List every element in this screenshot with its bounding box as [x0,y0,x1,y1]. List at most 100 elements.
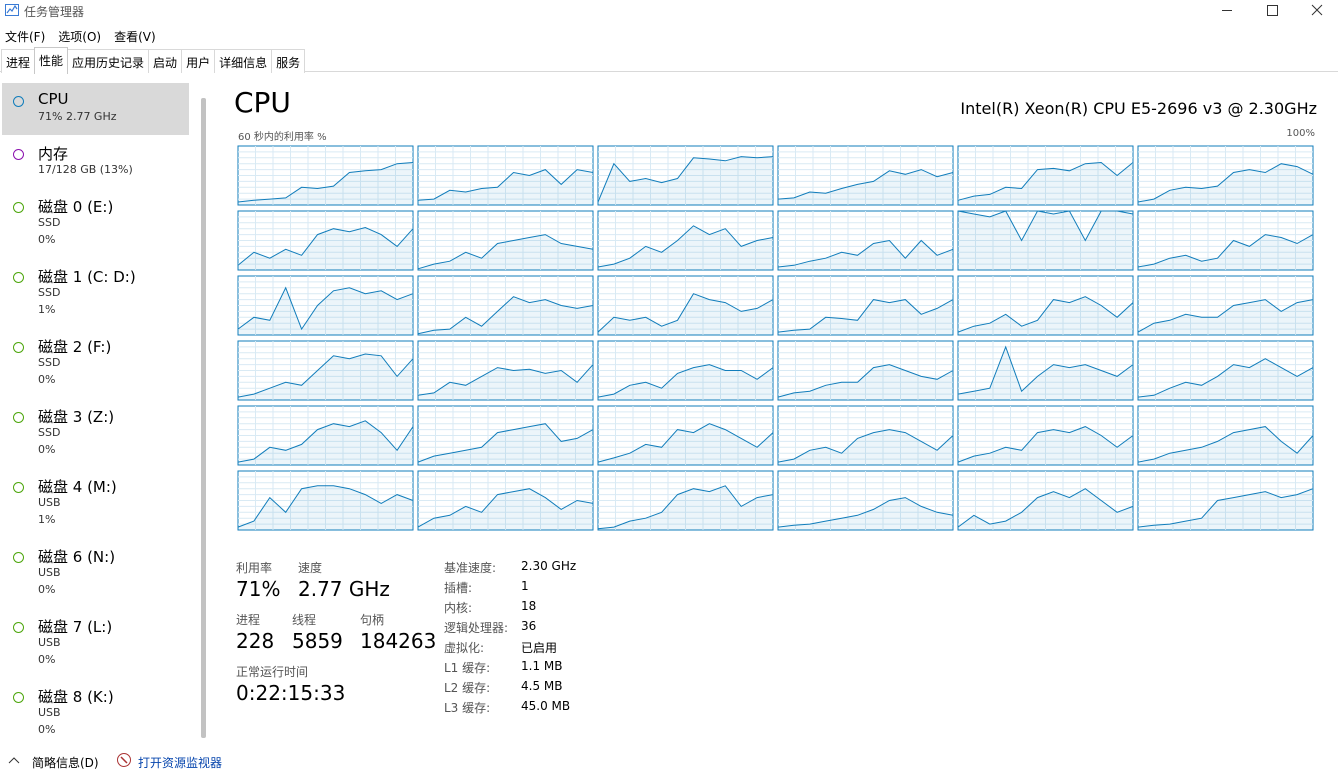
sidebar-item[interactable]: 磁盘 8 (K:) USB 0% [2,679,189,745]
item-detail: 0% [38,723,56,736]
spec-value: 4.5 MB [521,679,563,693]
spec-value: 1.1 MB [521,659,563,673]
sidebar-item[interactable]: 磁盘 1 (C: D:) SSD 1% [2,259,189,325]
core-area [238,162,413,205]
window-title: 任务管理器 [24,5,85,19]
core-area [958,296,1133,335]
core-line [597,225,774,268]
stat-value: 184263 [360,629,437,653]
core-line [1137,299,1314,333]
close[interactable] [1311,4,1323,16]
sidebar-item[interactable]: 磁盘 0 (E:) SSD 0% [2,189,189,255]
status-dot [13,552,24,563]
status-dot [13,149,24,160]
core-area [958,211,1133,270]
core-area [958,346,1133,400]
item-kind: SSD [38,356,61,369]
item-detail: 0% [38,653,56,666]
core-line [1137,488,1314,528]
stat-value: 2.77 GHz [298,577,390,601]
sidebar-item[interactable]: 磁盘 2 (F:) SSD 0% [2,329,189,395]
core-line [237,286,414,331]
sidebar-item[interactable]: CPU 71% 2.77 GHz [2,83,189,135]
core-line [1137,426,1314,463]
spec-label: L2 缓存: [444,681,491,695]
core-line [777,429,954,463]
core-area [598,364,773,400]
item-name: 磁盘 8 (K:) [38,688,114,706]
item-name: 磁盘 1 (C: D:) [38,268,136,286]
core-line [957,161,1134,201]
core-area [598,293,773,335]
spec-value: 18 [521,599,537,613]
core-area [238,420,413,465]
scrollbar[interactable] [201,98,206,738]
sidebar-item[interactable]: 磁盘 3 (Z:) SSD 0% [2,399,189,465]
spec-value: 36 [521,619,537,633]
tab[interactable]: 进程 [1,49,36,73]
core-line [237,353,414,398]
item-name: 磁盘 2 (F:) [38,338,112,356]
tab[interactable]: 用户 [181,49,216,73]
menu-item[interactable]: 文件(F) [5,30,46,44]
sidebar-item[interactable]: 内存 17/128 GB (13%) [2,136,189,188]
tab[interactable]: 服务 [271,49,306,73]
core-area [418,364,593,400]
status-dot [13,482,24,493]
graph-max: 100% [1286,128,1315,139]
item-name: 磁盘 3 (Z:) [38,408,115,426]
sidebar-item[interactable]: 磁盘 6 (N:) USB 0% [2,539,189,605]
spec-label: L3 缓存: [444,701,491,715]
collapse-icon[interactable] [8,755,20,765]
core-line [1137,163,1314,203]
sidebar: CPU 71% 2.77 GHz 内存 17/128 GB (13%) 磁盘 0 (E:… [0,80,200,740]
stat-label: 速度 [298,561,323,575]
core-line [597,156,774,203]
item-kind: SSD [38,216,61,229]
item-name: 磁盘 0 (E:) [38,198,114,216]
core-line [777,239,954,268]
spec-label: 逻辑处理器: [444,621,509,635]
sidebar-item[interactable]: 磁盘 4 (M:) USB 1% [2,469,189,535]
core-line [597,485,774,530]
core-area [778,364,953,400]
tab[interactable]: 应用历史记录 [67,49,150,73]
item-name: 磁盘 4 (M:) [38,478,117,496]
core-line [417,169,594,201]
menu-bar: 文件(F) 选项(O) 查看(V) [5,28,156,45]
item-kind: USB [38,636,61,649]
core-area [238,227,413,270]
item-detail: 0% [38,583,56,596]
menu-item[interactable]: 选项(O) [58,30,102,44]
core-area [778,429,953,465]
core-line [597,364,774,398]
core-area [598,156,773,205]
app-icon [5,4,19,16]
monitor-link[interactable]: 打开资源监视器 [138,756,223,770]
tab[interactable]: 性能 [34,47,69,74]
status-dot [13,342,24,353]
sidebar-item[interactable]: 磁盘 7 (L:) USB 0% [2,609,189,675]
tab[interactable]: 启动 [148,49,183,73]
spec-label: 基准速度: [444,561,497,575]
spec-label: 内核: [444,601,473,615]
spec-value: 45.0 MB [521,699,571,713]
brief-link[interactable]: 简略信息(D) [32,756,99,770]
tab[interactable]: 详细信息 [214,49,273,73]
graph-label: 60 秒内的利用率 % [238,132,327,143]
core-area [958,426,1133,465]
core-line [957,488,1134,528]
item-kind: SSD [38,286,61,299]
core-line [417,423,594,463]
core-area [1138,358,1313,400]
core-area [238,354,413,400]
menu-item[interactable]: 查看(V) [114,30,156,44]
window-controls[interactable] [1210,0,1338,22]
cpu-model: Intel(R) Xeon(R) CPU E5-2696 v3 @ 2.30GH… [960,99,1317,118]
core-area [778,299,953,335]
core-line [1137,358,1314,398]
maximize[interactable] [1267,5,1278,16]
stat-value: 0:22:15:33 [236,681,346,705]
item-detail: 0% [38,373,56,386]
